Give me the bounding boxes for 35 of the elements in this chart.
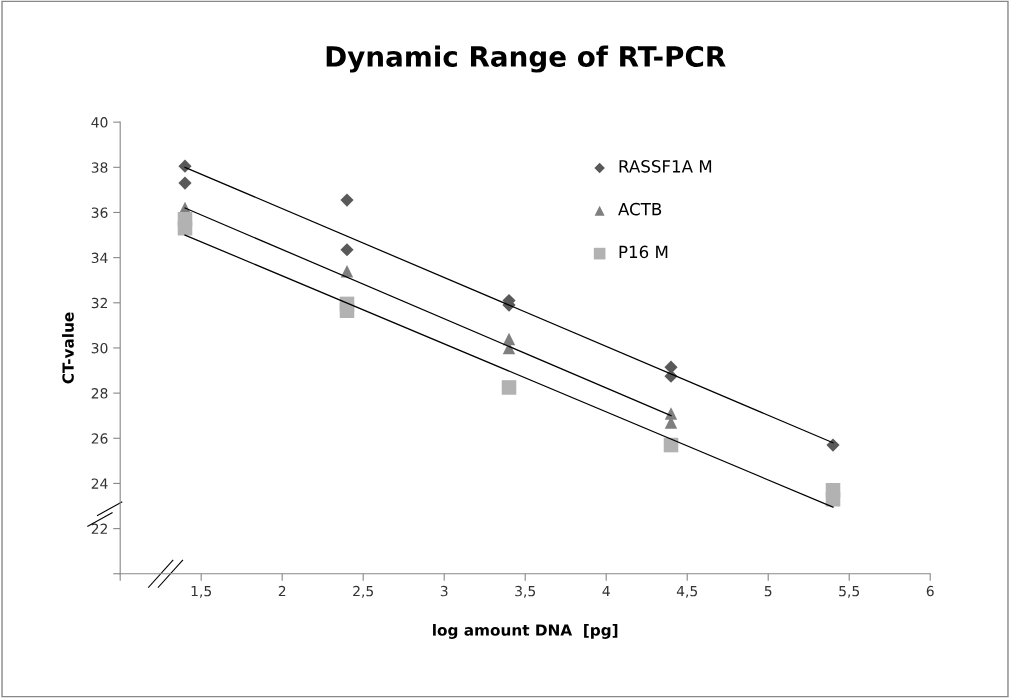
x-tick-label: 4 <box>602 585 610 597</box>
x-axis-title: log amount DNA [pg] <box>433 624 618 639</box>
chart-title: Dynamic Range of RT-PCR <box>326 45 726 73</box>
x-tick-label: 2,5 <box>353 585 374 598</box>
point <box>177 220 193 236</box>
point <box>825 491 841 507</box>
y-tick-label: 28 <box>91 388 108 399</box>
x-tick-label: 2 <box>278 585 286 597</box>
point <box>178 159 192 173</box>
point <box>339 303 355 318</box>
x-tick-label: 5,5 <box>839 585 860 598</box>
x-tick-label: 4,5 <box>676 585 698 598</box>
x-tick-label: 3 <box>440 585 448 597</box>
y-tick-label: 26 <box>91 433 108 444</box>
point <box>178 176 192 190</box>
legend-label: ACTB <box>618 202 662 216</box>
x-tick-label: 3,5 <box>515 585 536 598</box>
y-tick-label: 32 <box>91 297 107 309</box>
y-tick-label: 22 <box>91 523 107 534</box>
legend-label: RASSF1A M <box>619 160 712 173</box>
point <box>340 243 354 257</box>
x-tick-label: 1,5 <box>191 585 212 598</box>
y-tick-label: 30 <box>91 342 108 354</box>
x-tick-label: 6 <box>926 585 934 597</box>
legend-label: P16 M <box>619 245 668 259</box>
y-axis-title: CT-value <box>62 312 74 384</box>
y-tick-label: 38 <box>91 162 108 173</box>
point <box>501 380 517 395</box>
y-tick-label: 36 <box>91 207 108 218</box>
x-tick-label: 5 <box>764 585 772 597</box>
y-tick-label: 40 <box>91 117 108 128</box>
point <box>340 193 354 207</box>
point <box>826 438 840 452</box>
y-tick-label: 34 <box>91 252 108 264</box>
y-tick-label: 24 <box>91 478 108 489</box>
